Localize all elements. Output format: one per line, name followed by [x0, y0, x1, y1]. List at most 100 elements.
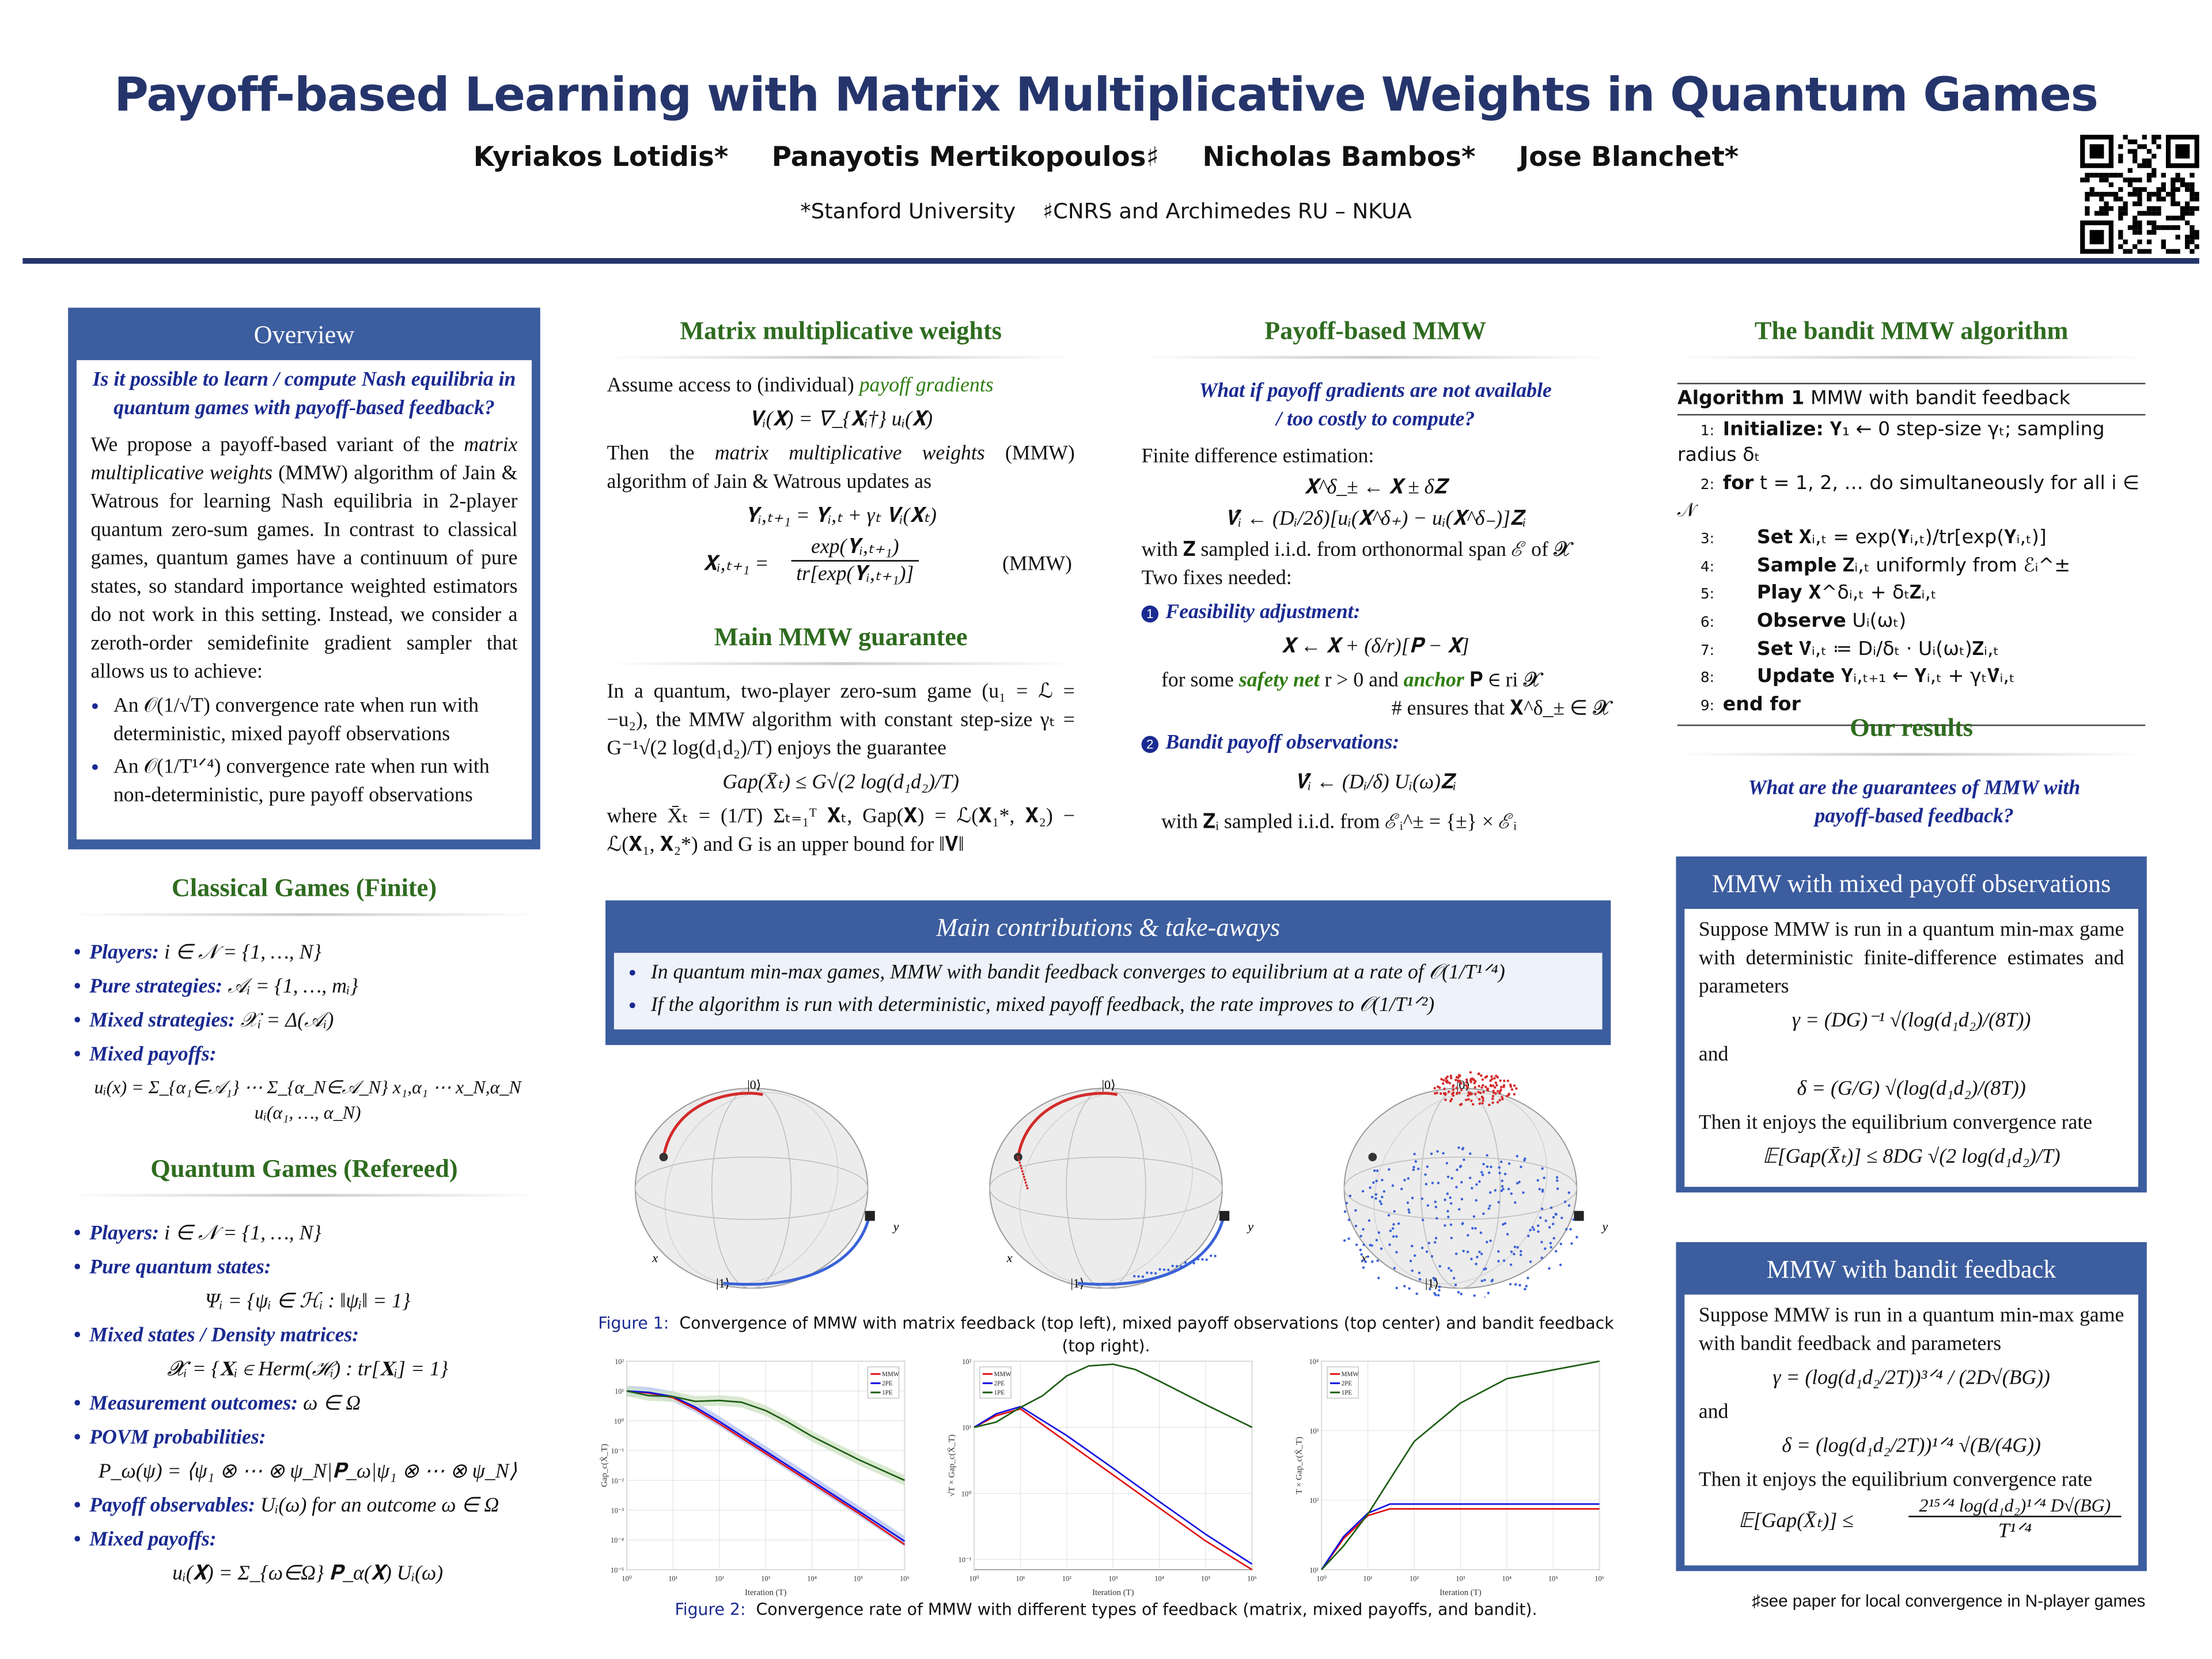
sample-point-player-1: [1449, 1074, 1452, 1077]
sample-point: [1196, 1257, 1200, 1261]
qr-module: [2152, 206, 2157, 211]
qr-module: [2099, 173, 2104, 178]
sample-point-player-2: [1479, 1231, 1482, 1234]
qr-module: [2146, 211, 2152, 216]
sample-point-player-2: [1395, 1286, 1398, 1290]
qr-module: [2137, 230, 2142, 235]
list-item: Players: i ∈ 𝒩 = {1, …, N}: [74, 1219, 541, 1248]
list-item: Mixed payoffs:: [74, 1526, 541, 1554]
x-tick-label: 10⁰: [1317, 1575, 1327, 1583]
qr-module: [2137, 249, 2142, 254]
qr-module: [2194, 244, 2199, 249]
sample-point-player-1: [1499, 1089, 1502, 1093]
formula: 𝐕̂ᵢ ← (Dᵢ/2δ)[uᵢ(𝐗^δ₊) − uᵢ(𝐗^δ₋)]𝐙ᵢ: [1225, 507, 1527, 531]
divider: [1677, 355, 2146, 359]
qr-module: [2099, 206, 2104, 211]
sample-point-player-2: [1507, 1187, 1510, 1191]
qr-code[interactable]: [2080, 134, 2199, 254]
qr-module: [2142, 158, 2147, 164]
qr-module: [2152, 192, 2157, 197]
qr-module: [2123, 134, 2128, 140]
list-item: Mixed payoffs:: [74, 1041, 541, 1069]
sample-point-player-2: [1560, 1217, 1563, 1219]
qr-module: [2190, 182, 2195, 187]
qr-module: [2108, 182, 2113, 187]
qr-module: [2133, 153, 2138, 159]
sample-point-player-1: [1480, 1074, 1483, 1077]
text: Suppose MMW is run in a quantum min-max …: [1698, 1304, 2124, 1355]
sample-point-player-2: [1498, 1172, 1501, 1175]
overview-bullet: An 𝒪(1/√T) convergence rate when run wit…: [113, 692, 518, 748]
keyword: end for: [1722, 693, 1801, 716]
sample-point-player-1: [1508, 1092, 1510, 1096]
sample-point-player-1: [1506, 1080, 1510, 1082]
qr-module: [2127, 225, 2133, 230]
text: Assume access to (individual) payoff gra…: [607, 374, 994, 397]
qr-module: [2194, 234, 2199, 240]
sample-point-player-1: [1497, 1090, 1499, 1093]
sample-point-player-2: [1483, 1278, 1486, 1282]
classical-games-list: Players: i ∈ 𝒩 = {1, …, N} Pure strategi…: [74, 939, 541, 1131]
qr-module: [2190, 196, 2195, 202]
sample-point-player-2: [1449, 1223, 1453, 1226]
text-emphasis: matrix multiplicative weights: [90, 433, 518, 485]
sample-point-player-2: [1509, 1263, 1513, 1266]
formula-gamma: γ = (log(d₁d₂/2T))³ᐟ⁴ / (2D√(BG)): [1772, 1366, 2050, 1389]
author: Jose Blanchet*: [1518, 142, 1739, 173]
sample-point-player-1: [1513, 1084, 1516, 1087]
qr-module: [2185, 201, 2190, 206]
formula-update: 𝐘ᵢ,ₜ₊₁ = 𝐘ᵢ,ₜ + γₜ 𝐕ᵢ(𝐗ₜ): [745, 505, 937, 528]
algorithm-line: 1: Initialize: 𝐘₁ ← 0 step-size γₜ; sampl…: [1677, 415, 2145, 469]
sample-point-player-2: [1447, 1267, 1450, 1270]
algorithm-line: 5: Play 𝐗^δᵢ,ₜ + δₜ𝐙ᵢ,ₜ: [1677, 579, 2145, 607]
qr-module: [2161, 182, 2166, 187]
sample-point-player-2: [1380, 1202, 1383, 1206]
qr-module: [2185, 182, 2190, 187]
sample-point-player-1: [1498, 1092, 1501, 1094]
sample-point-player-2: [1551, 1222, 1555, 1225]
qr-module: [2152, 168, 2157, 173]
sample-point-player-1: [1495, 1074, 1498, 1077]
qr-module: [2133, 201, 2138, 206]
sample-point-player-1: [1441, 1082, 1445, 1085]
text: In a quantum, two-player zero-sum game (…: [607, 680, 1075, 760]
qr-module: [2133, 225, 2138, 230]
sample-point-player-2: [1362, 1243, 1365, 1247]
x-tick-label: 10⁵: [1201, 1575, 1211, 1583]
sample-point: [1192, 1262, 1195, 1264]
qr-module: [2190, 192, 2195, 197]
algorithm-line: 8: Update 𝐘ᵢ,ₜ₊₁ ← 𝐘ᵢ,ₜ + γₜ𝐕̂ᵢ,ₜ: [1677, 662, 2145, 690]
sample-point: [1188, 1262, 1191, 1264]
sample-point-player-2: [1369, 1244, 1372, 1247]
algorithm-line: 3: Set 𝐗ᵢ,ₜ = exp(𝐘ᵢ,ₜ)/tr[exp(𝐘ᵢ,ₜ)]: [1677, 524, 2145, 551]
qr-module: [2099, 211, 2104, 216]
qr-module: [2180, 206, 2186, 211]
x-tick-label: 10²: [1062, 1575, 1071, 1583]
sample-point-player-2: [1543, 1176, 1546, 1180]
sample-point-player-2: [1452, 1277, 1456, 1280]
series-line-mmw: [626, 1390, 906, 1546]
sample-point-player-2: [1434, 1206, 1438, 1209]
bloch-sphere: |0⟩|1⟩xy: [634, 1077, 899, 1290]
formula-mmw: 𝐗ᵢ,ₜ₊₁ = exp(𝐘ᵢ,ₜ₊₁) tr[exp(𝐘ᵢ,ₜ₊₁)] (MM…: [607, 536, 1075, 592]
sample-point-player-2: [1552, 1215, 1555, 1219]
qr-module: [2104, 173, 2109, 178]
algorithm-line: 7: Set 𝐕̂ᵢ,ₜ ≔ Dᵢ/δₜ · Uᵢ(ωₜ)𝐙ᵢ,ₜ: [1677, 635, 2145, 662]
legend-label: 2PE: [994, 1380, 1005, 1387]
sample-point-player-2: [1468, 1152, 1472, 1155]
qr-module: [2190, 187, 2195, 192]
sample-point-player-2: [1438, 1289, 1441, 1292]
qr-module: [2175, 201, 2180, 206]
y-tick-label: 10⁻⁴: [611, 1536, 624, 1544]
line-text: 𝐘₁ ← 0 step-size γₜ; sampling radius δₜ: [1677, 418, 2105, 467]
qr-module: [2137, 192, 2142, 197]
qr-module: [2152, 134, 2157, 140]
sample-point-player-1: [1460, 1088, 1463, 1092]
qr-module: [2152, 225, 2157, 230]
y-tick-label: 10¹: [962, 1424, 971, 1432]
qr-module: [2190, 249, 2195, 254]
sample-point-player-2: [1503, 1222, 1507, 1225]
sample-point-player-2: [1361, 1190, 1365, 1193]
qr-module: [2118, 206, 2123, 211]
sample-point-player-1: [1458, 1091, 1461, 1094]
